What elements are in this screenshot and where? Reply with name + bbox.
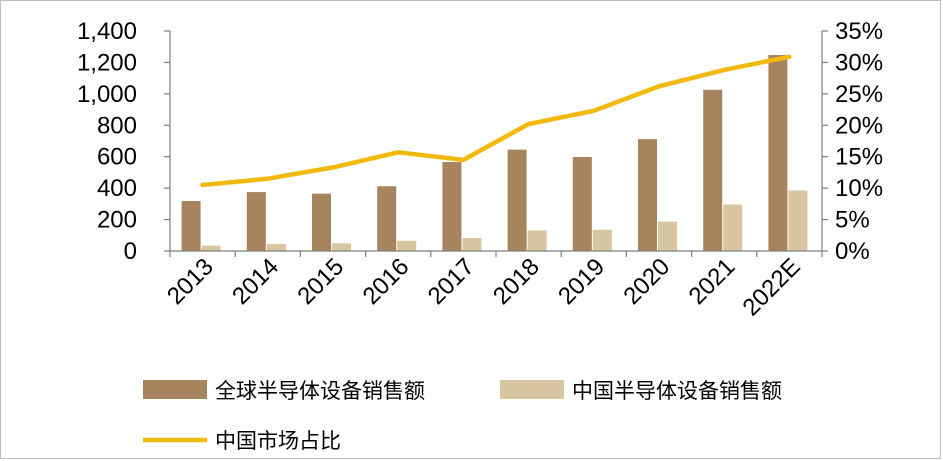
x-tick-label: 2018 — [488, 253, 545, 310]
x-tick-label: 2015 — [292, 253, 349, 310]
bar-china-2022E — [788, 190, 808, 251]
x-tick-label: 2014 — [227, 253, 284, 310]
legend-swatch-china — [500, 380, 564, 399]
y-right-tick-label: 35% — [835, 18, 883, 45]
y-left-tick-label: 1,400 — [77, 18, 137, 45]
legend-label-global: 全球半导体设备销售额 — [215, 379, 425, 403]
y-right-tick-label: 20% — [835, 112, 883, 139]
bar-china-2020 — [658, 221, 677, 251]
y-right-tick-label: 15% — [835, 144, 883, 171]
bar-global-2018 — [507, 149, 527, 251]
x-tick-label: 2022E — [737, 253, 805, 321]
bar-global-2016 — [377, 186, 397, 251]
y-left-tick-label: 400 — [97, 175, 137, 202]
x-tick-label: 2020 — [618, 253, 675, 310]
y-right-tick-label: 5% — [835, 207, 870, 234]
y-left-tick-label: 1,200 — [77, 49, 137, 76]
y-right-tick-label: 10% — [835, 175, 883, 202]
legend-swatch-global — [143, 380, 207, 399]
bar-global-2015 — [312, 193, 331, 251]
bar-global-2014 — [246, 192, 266, 251]
legend-label-china: 中国半导体设备销售额 — [572, 379, 782, 403]
bar-china-2015 — [332, 243, 351, 251]
y-right-tick-label: 0% — [835, 238, 870, 265]
bar-china-2018 — [527, 230, 547, 251]
y-left-tick-label: 600 — [97, 144, 137, 171]
bar-china-2019 — [592, 229, 612, 251]
x-tick-label: 2016 — [358, 253, 415, 310]
y-left-tick-label: 800 — [97, 112, 137, 139]
bar-global-2013 — [181, 201, 201, 251]
legend-label-share: 中国市场占比 — [215, 429, 341, 453]
bar-global-2017 — [442, 162, 462, 251]
bar-china-2021 — [723, 204, 743, 251]
bar-global-2022E — [768, 55, 788, 251]
bar-global-2020 — [638, 139, 657, 251]
y-right-tick-label: 25% — [835, 81, 883, 108]
x-tick-label: 2021 — [684, 253, 741, 310]
y-left-tick-label: 0 — [124, 238, 137, 265]
y-right-tick-label: 30% — [835, 49, 883, 76]
bar-china-2014 — [266, 244, 286, 251]
bar-china-2013 — [201, 245, 221, 251]
y-left-tick-label: 200 — [97, 207, 137, 234]
line-china-share — [200, 54, 792, 188]
x-tick-label: 2019 — [553, 253, 610, 310]
bar-china-2017 — [462, 238, 482, 251]
x-tick-label: 2013 — [162, 253, 219, 310]
y-left-tick-label: 1,000 — [77, 81, 137, 108]
x-tick-label: 2017 — [423, 253, 480, 310]
bar-global-2019 — [572, 157, 592, 251]
bar-china-2016 — [397, 240, 417, 251]
bar-global-2021 — [703, 89, 723, 252]
